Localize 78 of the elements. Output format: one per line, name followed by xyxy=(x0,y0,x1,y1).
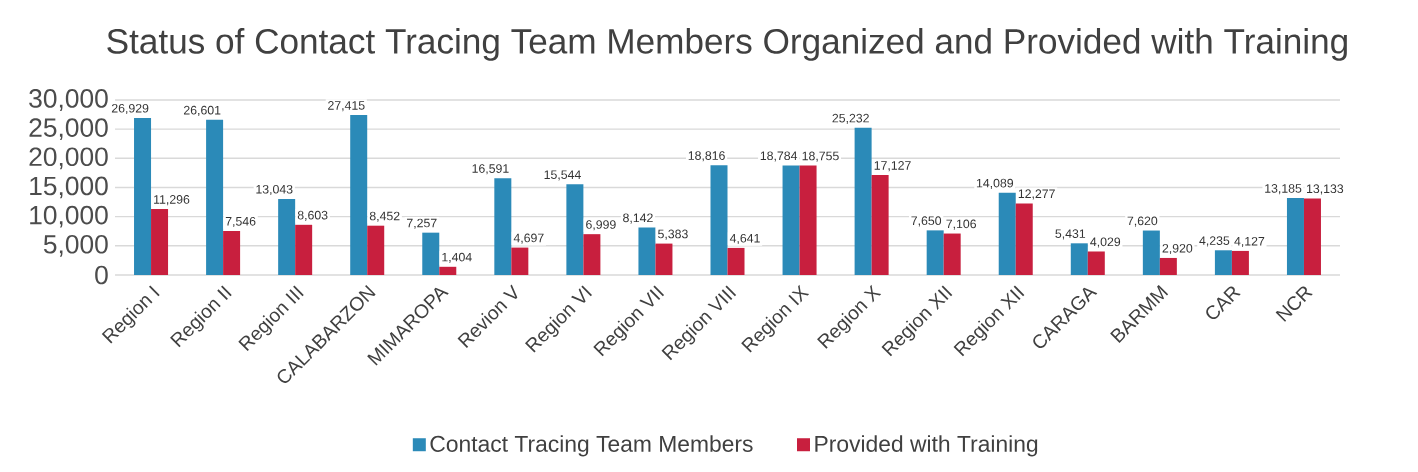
data-label: 26,601 xyxy=(183,105,221,116)
bar xyxy=(782,165,800,275)
bar xyxy=(926,230,944,275)
y-tick-label: 20,000 xyxy=(29,147,108,170)
y-tick-label: 30,000 xyxy=(29,89,108,111)
bar xyxy=(727,247,745,275)
bar xyxy=(278,198,296,275)
bar xyxy=(1142,230,1160,275)
bar xyxy=(1286,198,1304,275)
data-label: 14,089 xyxy=(976,178,1014,189)
bar xyxy=(206,119,224,275)
bar xyxy=(295,224,313,275)
data-label: 26,929 xyxy=(111,103,149,115)
bar xyxy=(566,184,584,275)
bar xyxy=(1214,250,1232,275)
data-label: 12,277 xyxy=(1018,189,1055,200)
data-label: 18,755 xyxy=(802,151,839,162)
data-label: 1,404 xyxy=(442,252,472,263)
data-label: 5,431 xyxy=(1055,229,1086,240)
data-label: 4,029 xyxy=(1090,237,1121,248)
data-label: 27,415 xyxy=(328,101,365,112)
bar xyxy=(367,225,385,275)
bar xyxy=(350,115,368,275)
bar xyxy=(439,266,457,275)
bar xyxy=(943,233,961,275)
bar xyxy=(871,175,889,275)
data-label: 6,999 xyxy=(586,220,616,231)
bar xyxy=(854,127,872,275)
data-label: 4,235 xyxy=(1199,236,1230,247)
data-label: 25,232 xyxy=(832,113,869,124)
data-label: 8,142 xyxy=(623,213,653,224)
bar xyxy=(1087,251,1105,275)
bar xyxy=(998,192,1016,275)
data-label: 11,296 xyxy=(154,195,190,206)
data-label: 7,620 xyxy=(1127,216,1158,227)
bar xyxy=(583,234,601,275)
bar xyxy=(511,247,529,275)
data-label: 13,133 xyxy=(1307,184,1344,195)
bar xyxy=(1159,257,1177,275)
y-tick-label: 15,000 xyxy=(30,176,108,199)
data-label: 18,816 xyxy=(688,151,725,162)
bar xyxy=(422,232,440,275)
bar xyxy=(223,230,241,275)
bar xyxy=(638,227,656,275)
y-tick-label: 10,000 xyxy=(30,205,108,228)
data-label: 7,650 xyxy=(911,216,942,227)
bar xyxy=(1231,250,1249,275)
chart-title: Status of Contact Tracing Team Members Organized and Provided with Training xyxy=(107,27,1347,61)
data-label: 13,185 xyxy=(1265,184,1302,195)
data-label: 18,784 xyxy=(760,151,798,162)
bar xyxy=(134,117,152,275)
data-label: 4,127 xyxy=(1234,236,1265,248)
data-label: 4,697 xyxy=(513,233,544,244)
bar xyxy=(1015,203,1033,275)
data-label: 7,106 xyxy=(946,219,976,230)
data-label: 2,920 xyxy=(1162,243,1193,255)
bar xyxy=(1303,198,1321,275)
data-label: 5,383 xyxy=(658,229,688,240)
legend-label: Provided with Training xyxy=(815,435,1038,457)
legend-label: Contact Tracing Team Members xyxy=(430,435,753,457)
data-label: 7,546 xyxy=(225,216,256,228)
y-tick-label: 5,000 xyxy=(43,234,108,257)
data-label: 17,127 xyxy=(874,161,911,172)
data-label: 8,603 xyxy=(297,210,328,221)
bar xyxy=(710,165,728,275)
data-label: 8,452 xyxy=(369,211,400,222)
bar xyxy=(494,178,512,275)
bar xyxy=(1070,243,1088,275)
data-label: 15,544 xyxy=(544,170,581,181)
y-tick-label: 25,000 xyxy=(29,118,108,141)
bar xyxy=(799,165,817,275)
data-label: 4,641 xyxy=(729,233,760,245)
data-label: 16,591 xyxy=(472,164,509,175)
bar xyxy=(151,209,169,275)
bar xyxy=(655,243,673,275)
data-label: 7,257 xyxy=(407,218,437,229)
data-label: 13,043 xyxy=(256,184,293,196)
y-tick-label: 0 xyxy=(95,265,108,285)
